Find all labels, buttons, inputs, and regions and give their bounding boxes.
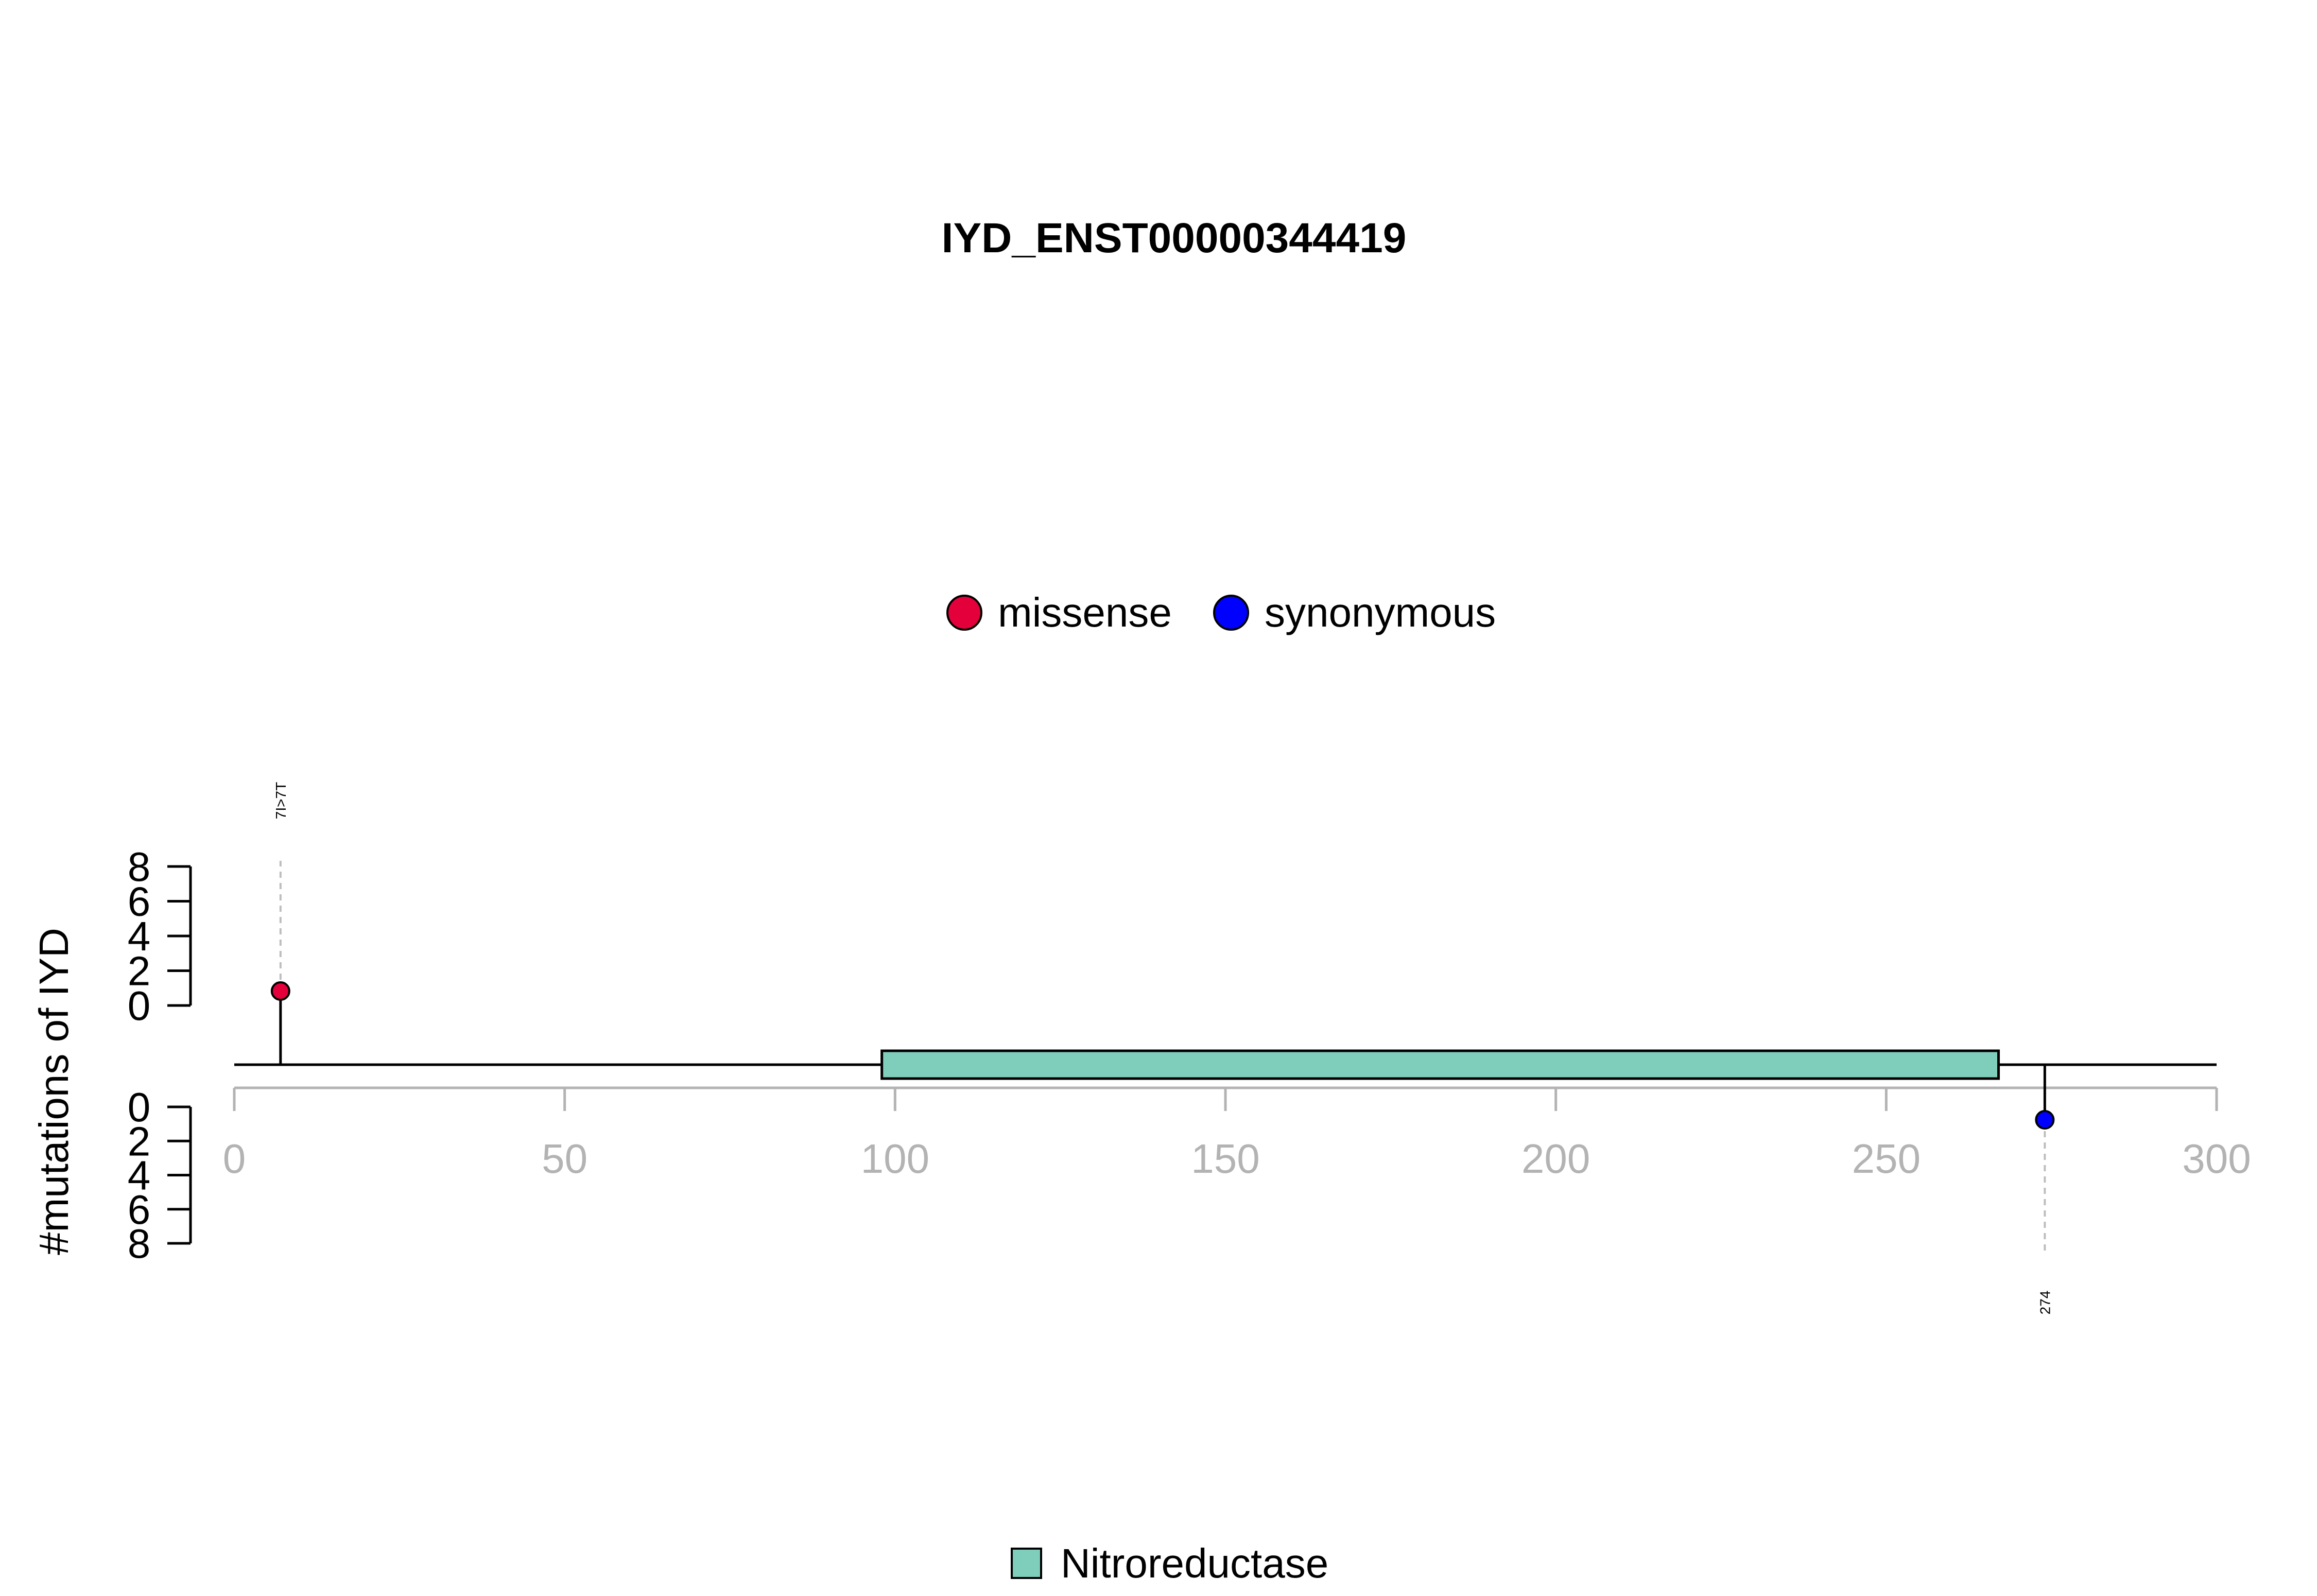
mutation-label: 274 [2037, 1291, 2053, 1315]
x-tick-label: 250 [1852, 1136, 1921, 1182]
mutation-type-legend: missense synonymous [946, 589, 1496, 635]
x-tick-label: 300 [2182, 1136, 2251, 1182]
mutations: 7I>7T 274 [270, 782, 2055, 1315]
y-axis-label: #mutations of IYD [31, 928, 77, 1255]
x-tick-label: 200 [1521, 1136, 1590, 1182]
mutation-label: 7I>7T [273, 782, 289, 819]
y-tick-label: 0 [128, 983, 151, 1029]
y-tick-label: 2 [128, 1118, 151, 1164]
domain-legend-swatch [1011, 1548, 1042, 1579]
domain-bar [880, 1049, 2000, 1080]
x-tick-label: 50 [542, 1136, 587, 1182]
y-tick-label: 0 [128, 1084, 151, 1130]
chart-title: IYD_ENST00000344419 [942, 215, 1407, 262]
mutation-point [270, 981, 290, 1001]
domains [880, 1049, 2000, 1080]
y-tick-label: 6 [128, 1187, 151, 1233]
x-tick-label: 0 [223, 1136, 246, 1182]
y-tick-label: 4 [128, 913, 151, 959]
y-tick-label: 4 [128, 1153, 151, 1199]
y-tick-label: 8 [128, 1221, 151, 1267]
legend-swatch-synonymous [1213, 595, 1249, 631]
y-tick-label: 2 [128, 948, 151, 994]
domain-legend-label: Nitroreductase [1061, 1540, 1328, 1586]
legend-label-missense: missense [998, 589, 1172, 635]
x-tick-label: 150 [1191, 1136, 1259, 1182]
x-axis: 0 50 100 150 200 250 300 [223, 1086, 2251, 1182]
x-tick-label: 100 [861, 1136, 929, 1182]
legend-label-synonymous: synonymous [1265, 589, 1496, 635]
y-tick-label: 8 [128, 844, 151, 890]
domain-legend: Nitroreductase [1011, 1540, 1328, 1586]
mutation-point [2035, 1110, 2055, 1130]
y-tick-label: 6 [128, 879, 151, 925]
legend-swatch-missense [946, 595, 982, 631]
